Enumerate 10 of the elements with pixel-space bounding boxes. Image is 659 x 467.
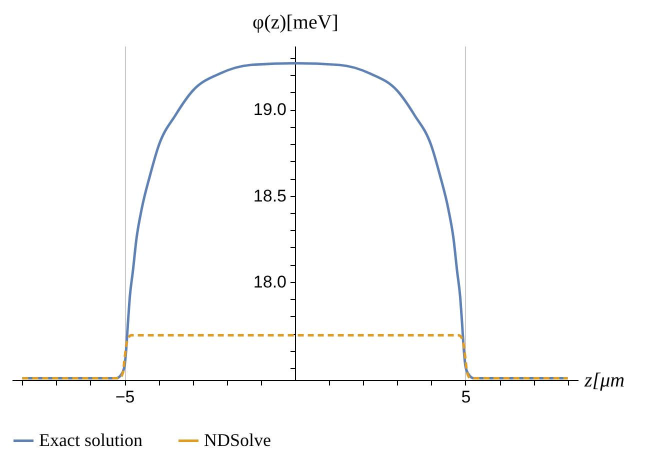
x-tick-label: −5 xyxy=(115,388,135,406)
y-tick-label: 18.5 xyxy=(253,186,286,206)
line-series xyxy=(20,334,570,380)
y-tick-label: 18.0 xyxy=(253,272,286,292)
x-tick-label: 5 xyxy=(461,388,471,406)
legend-label: NDSolve xyxy=(204,430,272,450)
x-axis-title: z[μm xyxy=(584,370,625,392)
y-tick-label: 19.0 xyxy=(253,100,286,120)
y-axis-title: φ(z)[meV] xyxy=(252,12,338,34)
legend-label: Exact solution xyxy=(39,430,142,450)
